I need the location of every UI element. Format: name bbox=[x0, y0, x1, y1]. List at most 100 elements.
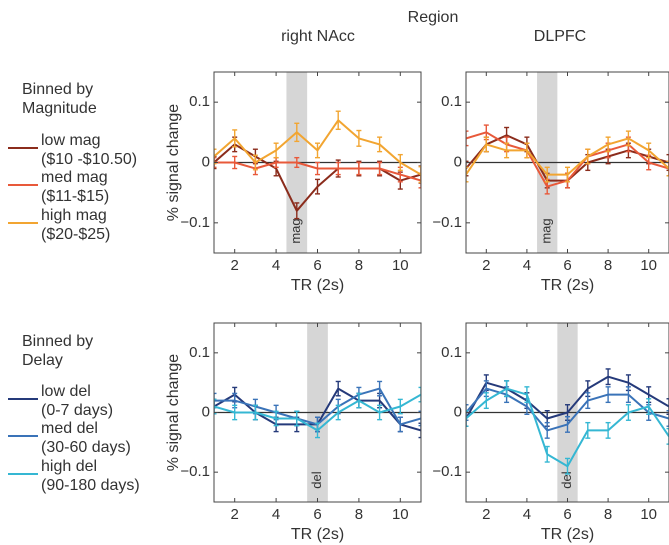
error-bar-med-mag bbox=[377, 161, 383, 176]
shaded-band-label: mag bbox=[288, 218, 303, 243]
y-tick-label: −0.1 bbox=[180, 463, 210, 480]
x-tick-label: 2 bbox=[482, 257, 490, 274]
legend-title-line: Binned by bbox=[22, 333, 93, 350]
error-bar-med-del bbox=[605, 386, 611, 404]
panel-delay-dlpfc: del 2 4 6 8 10 −0.1 0 0.1 TR (2s) bbox=[432, 322, 669, 543]
error-bar-high-del bbox=[273, 410, 279, 427]
y-tick-label: 0 bbox=[454, 153, 462, 170]
error-bar-high-mag bbox=[232, 129, 238, 148]
y-tick-label: 0 bbox=[202, 403, 210, 420]
error-bar-med-del bbox=[565, 415, 570, 433]
y-tick-label: −0.1 bbox=[432, 214, 462, 231]
error-bar-med-mag bbox=[232, 155, 238, 170]
region-label: Region bbox=[408, 9, 459, 26]
y-tick-label: 0.1 bbox=[441, 344, 462, 361]
error-bar-low-del bbox=[605, 368, 611, 386]
x-tick-label: 10 bbox=[392, 257, 409, 274]
error-bar-high-del bbox=[466, 410, 469, 427]
column-title-dlpfc: DLPFC bbox=[534, 28, 586, 45]
series-group bbox=[466, 124, 669, 195]
error-bar-med-mag bbox=[315, 161, 320, 176]
error-bar-high-mag bbox=[356, 129, 362, 147]
y-tick-label: −0.1 bbox=[180, 214, 210, 231]
legend-sublabel-low-del: (0-7 days) bbox=[41, 402, 113, 419]
series-high-mag bbox=[466, 130, 669, 183]
error-bar-high-mag bbox=[585, 148, 591, 165]
series-group bbox=[466, 368, 669, 475]
series-high-mag bbox=[214, 110, 421, 184]
error-bar-low-mag bbox=[315, 178, 320, 195]
error-bar-high-mag bbox=[565, 166, 570, 183]
error-bar-high-mag bbox=[466, 166, 469, 183]
error-bar-high-mag bbox=[315, 142, 320, 159]
error-bar-high-del bbox=[504, 380, 510, 398]
series-high-del bbox=[214, 386, 421, 439]
x-tick-label: 2 bbox=[482, 506, 490, 523]
x-tick-label: 6 bbox=[563, 257, 571, 274]
x-axis-label: TR (2s) bbox=[541, 277, 594, 294]
error-bar-high-del bbox=[294, 410, 300, 427]
legend-sublabel-med-mag: ($11-$15) bbox=[41, 188, 109, 205]
error-bar-high-mag bbox=[605, 136, 611, 153]
x-axis-label: TR (2s) bbox=[541, 526, 594, 543]
y-tick-label: 0 bbox=[454, 403, 462, 420]
x-axis-label: TR (2s) bbox=[291, 277, 344, 294]
error-bar-high-del bbox=[483, 392, 489, 410]
x-tick-label: 2 bbox=[231, 506, 239, 523]
error-bar-high-del bbox=[646, 398, 652, 415]
error-bar-high-del bbox=[418, 386, 421, 403]
error-bar-high-mag bbox=[646, 142, 652, 159]
series-med-mag bbox=[466, 124, 669, 195]
legend-label-low-mag: low mag bbox=[41, 132, 101, 149]
shaded-band-label: del bbox=[309, 471, 324, 488]
error-bar-high-del bbox=[605, 421, 611, 439]
error-bar-high-mag bbox=[666, 160, 669, 177]
error-bar-med-mag bbox=[335, 161, 341, 176]
error-bar-low-mag bbox=[214, 155, 217, 170]
x-tick-label: 2 bbox=[231, 257, 239, 274]
legend-binned-by-delay: Binned by Delay low del (0-7 days)med del (3… bbox=[8, 333, 140, 494]
error-bar-high-mag bbox=[397, 153, 403, 172]
error-bar-high-mag bbox=[252, 154, 258, 171]
error-bar-high-del bbox=[524, 386, 530, 404]
legend-label-med-del: med del bbox=[41, 420, 98, 437]
x-tick-label: 8 bbox=[604, 506, 612, 523]
error-bar-high-mag bbox=[625, 130, 631, 147]
y-tick-label: −0.1 bbox=[432, 463, 462, 480]
error-bar-med-del bbox=[397, 416, 403, 433]
legend-binned-by-magnitude: Binned by Magnitude low mag ($10 -$10.50)me… bbox=[8, 81, 137, 243]
x-tick-label: 6 bbox=[313, 257, 321, 274]
error-bar-med-mag bbox=[294, 156, 300, 169]
legend-label-med-mag: med mag bbox=[41, 169, 108, 186]
error-bar-high-mag bbox=[418, 166, 421, 184]
y-axis-label: % signal change bbox=[165, 354, 182, 472]
y-tick-label: 0.1 bbox=[189, 93, 210, 110]
legend-sublabel-med-del: (30-60 days) bbox=[41, 439, 131, 456]
y-axis-label: % signal change bbox=[165, 104, 182, 222]
error-bar-low-del bbox=[666, 398, 669, 415]
error-bar-med-mag bbox=[356, 161, 362, 176]
legend-label-high-del: high del bbox=[41, 458, 97, 475]
error-bar-low-mag bbox=[466, 160, 469, 177]
x-tick-label: 8 bbox=[355, 257, 363, 274]
legend-title-line: Binned by bbox=[22, 81, 93, 98]
x-tick-label: 8 bbox=[355, 506, 363, 523]
error-bar-med-del bbox=[585, 392, 591, 410]
error-bar-low-del bbox=[335, 380, 341, 397]
legend-title-line: Delay bbox=[22, 352, 63, 369]
error-bar-med-mag bbox=[214, 156, 217, 169]
panel-delay-right-nacc: del 2 4 6 8 10 −0.1 0 0.1 TR (2s) % signal change bbox=[165, 322, 422, 543]
error-bar-high-del bbox=[377, 404, 383, 421]
error-bar-med-del bbox=[666, 410, 669, 427]
error-bar-high-mag bbox=[544, 166, 550, 183]
legend-label-low-del: low del bbox=[41, 383, 91, 400]
x-tick-label: 4 bbox=[523, 257, 531, 274]
error-bar-high-del bbox=[252, 404, 258, 421]
x-tick-label: 4 bbox=[272, 257, 280, 274]
error-bar-high-mag bbox=[504, 142, 510, 159]
series-high-del bbox=[466, 380, 669, 475]
error-bar-high-mag bbox=[335, 110, 341, 131]
error-bar-high-mag bbox=[273, 142, 279, 159]
legend-label-high-mag: high mag bbox=[41, 207, 107, 224]
